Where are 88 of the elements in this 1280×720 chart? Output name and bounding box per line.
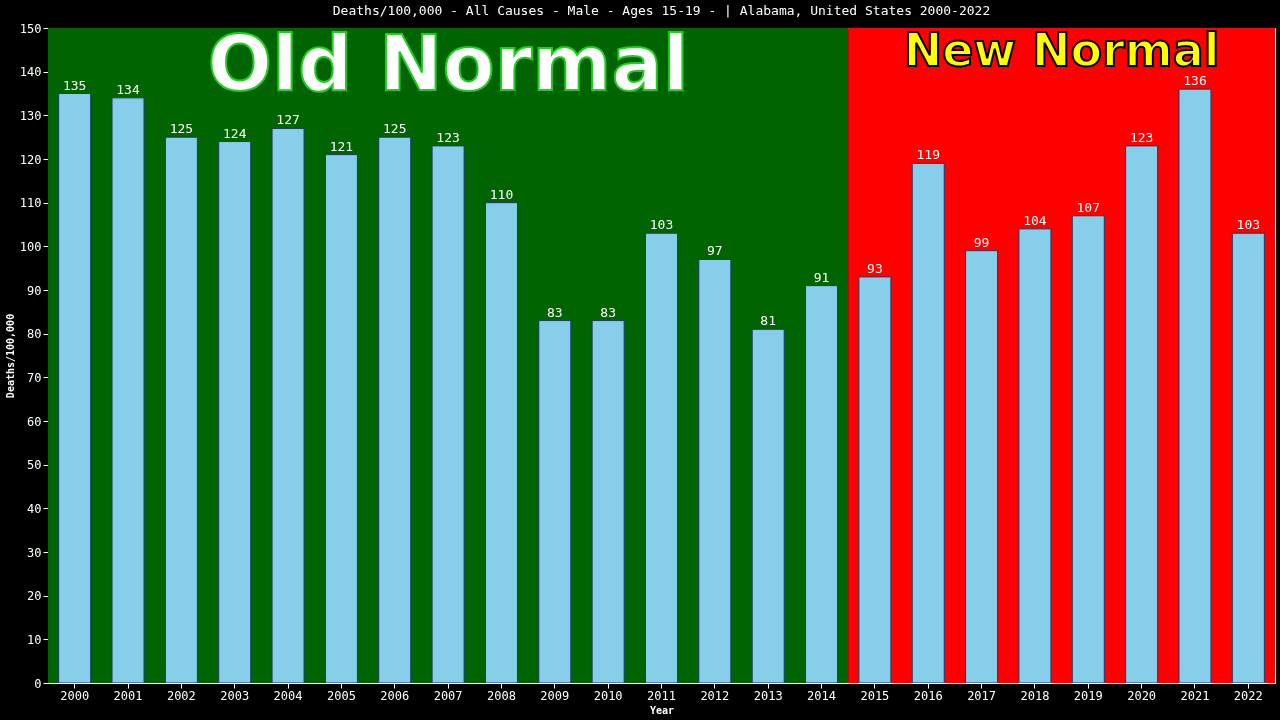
bar <box>164 136 198 684</box>
x-tick-label: 2007 <box>433 688 463 703</box>
x-tick-label: 2001 <box>113 688 143 703</box>
data-label: 83 <box>600 304 616 320</box>
x-tick-label: 2020 <box>1127 688 1157 703</box>
bar <box>1125 145 1159 684</box>
x-tick-label: 2011 <box>647 688 676 703</box>
bar <box>218 141 252 684</box>
x-tick-label: 2013 <box>753 688 783 703</box>
y-tick-label: 110 <box>19 196 42 211</box>
x-tick-label: 2021 <box>1180 688 1210 703</box>
bar <box>271 127 305 684</box>
data-label: 134 <box>116 81 140 97</box>
x-tick-label: 2008 <box>487 688 516 703</box>
data-label: 107 <box>1076 199 1101 215</box>
data-label: 119 <box>916 147 940 163</box>
bar <box>911 162 945 684</box>
data-label: 125 <box>383 121 407 137</box>
y-tick-label: 30 <box>27 545 42 560</box>
band-label: Old Normal <box>207 19 689 108</box>
x-tick-label: 2017 <box>967 688 997 703</box>
data-label: 97 <box>707 243 723 259</box>
y-tick-label: 140 <box>19 65 42 80</box>
data-label: 127 <box>276 112 300 128</box>
chart-title: Deaths/100,000 - All Causes - Male - Ages 15-19 - | Alabama, United States 2000-2022 <box>332 3 991 18</box>
data-label: 104 <box>1023 212 1047 228</box>
x-tick-label: 2006 <box>380 688 410 703</box>
x-tick-label: 2022 <box>1233 688 1263 703</box>
y-tick-label: 150 <box>19 21 42 36</box>
bar <box>751 328 785 684</box>
data-label: 121 <box>329 138 354 154</box>
bar <box>111 97 145 684</box>
x-tick-label: 2003 <box>220 688 250 703</box>
data-label: 123 <box>1129 129 1154 145</box>
x-tick-label: 2002 <box>166 688 196 703</box>
x-tick-label: 2004 <box>273 688 303 703</box>
y-tick-label: 70 <box>27 370 42 385</box>
y-tick-label: 40 <box>27 501 42 516</box>
data-label: 81 <box>760 313 777 329</box>
bar <box>698 258 732 684</box>
bar <box>324 154 358 684</box>
bar <box>538 320 572 684</box>
bar <box>378 136 412 684</box>
x-tick-label: 2005 <box>326 688 356 703</box>
data-label: 93 <box>867 260 883 276</box>
bar <box>645 232 678 684</box>
bar <box>1231 232 1265 684</box>
bar <box>1178 88 1212 684</box>
bar <box>1018 228 1052 684</box>
data-label: 135 <box>62 77 87 93</box>
data-label: 110 <box>489 186 514 202</box>
data-label: 99 <box>973 234 990 250</box>
y-tick-label: 0 <box>34 676 42 691</box>
bar <box>591 320 625 684</box>
data-label: 91 <box>813 269 830 285</box>
y-tick-label: 130 <box>19 108 42 123</box>
x-tick-label: 2014 <box>807 688 836 703</box>
x-tick-label: 2000 <box>60 688 90 703</box>
y-tick-label: 20 <box>27 589 42 604</box>
y-tick-label: 100 <box>19 239 42 254</box>
y-axis-title: Deaths/100,000 <box>4 313 16 399</box>
y-tick-label: 120 <box>19 152 42 167</box>
data-label: 83 <box>546 304 563 320</box>
x-tick-label: 2016 <box>913 688 943 703</box>
y-tick-label: 90 <box>27 283 42 298</box>
x-tick-label: 2015 <box>860 688 890 703</box>
x-axis-title: Year <box>649 704 675 716</box>
data-label: 103 <box>1236 217 1261 233</box>
data-label: 103 <box>649 217 674 233</box>
x-tick-label: 2019 <box>1073 688 1103 703</box>
data-label: 124 <box>222 125 247 141</box>
bar <box>484 202 518 684</box>
bar <box>58 93 92 684</box>
y-tick-label: 50 <box>27 458 42 473</box>
x-tick-label: 2018 <box>1020 688 1050 703</box>
y-tick-label: 10 <box>27 632 42 647</box>
data-label: 123 <box>436 129 460 145</box>
x-tick-label: 2010 <box>593 688 623 703</box>
y-tick-label: 80 <box>27 327 42 342</box>
bar <box>858 276 892 684</box>
bar <box>805 285 839 684</box>
bar <box>965 250 999 684</box>
x-tick-label: 2009 <box>540 688 570 703</box>
data-label: 125 <box>169 121 194 137</box>
x-tick-label: 2012 <box>700 688 730 703</box>
bar <box>1071 215 1105 684</box>
y-tick-label: 60 <box>27 414 42 429</box>
bar <box>431 145 465 684</box>
